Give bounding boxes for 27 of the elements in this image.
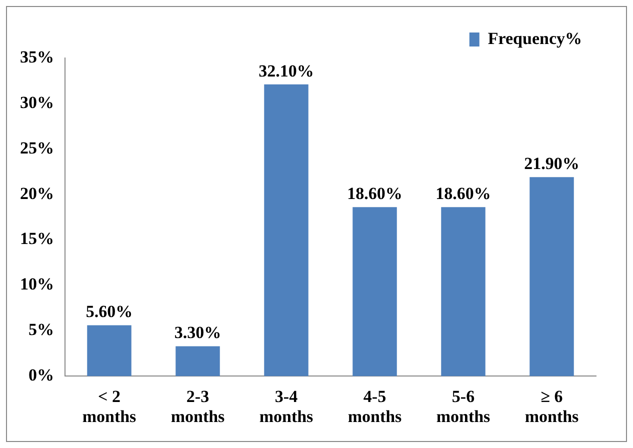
legend-label: Frequency% — [488, 28, 582, 48]
y-tick-label: 15% — [20, 229, 54, 248]
bar — [441, 207, 486, 376]
y-tick-label: 0% — [28, 366, 54, 385]
bar — [530, 177, 574, 376]
data-label: 18.60% — [436, 184, 491, 203]
y-tick-label: 10% — [20, 274, 54, 294]
data-label: 5.60% — [86, 302, 133, 322]
y-tick-label: 20% — [20, 184, 54, 203]
x-tick-label: 2-3 months — [170, 386, 226, 426]
x-tick-label: < 2 months — [82, 386, 137, 426]
bar — [176, 346, 220, 376]
x-tick-label: 5-6 months — [436, 386, 491, 426]
bar — [352, 207, 397, 376]
data-label: 3.30% — [174, 323, 222, 342]
x-tick-label: 3-4 months — [259, 386, 314, 426]
data-label: 18.60% — [347, 184, 402, 203]
x-tick-label: ≥ 6 months — [524, 386, 580, 426]
data-label: 21.90% — [524, 154, 580, 173]
y-tick-label: 35% — [20, 47, 54, 66]
bar — [87, 325, 132, 376]
y-tick-label: 25% — [20, 138, 54, 158]
data-label: 32.10% — [258, 61, 314, 80]
y-tick-label: 30% — [20, 92, 54, 112]
y-tick-label: 5% — [28, 320, 54, 340]
bar — [264, 84, 308, 376]
x-tick-label: 4-5 months — [348, 386, 402, 426]
